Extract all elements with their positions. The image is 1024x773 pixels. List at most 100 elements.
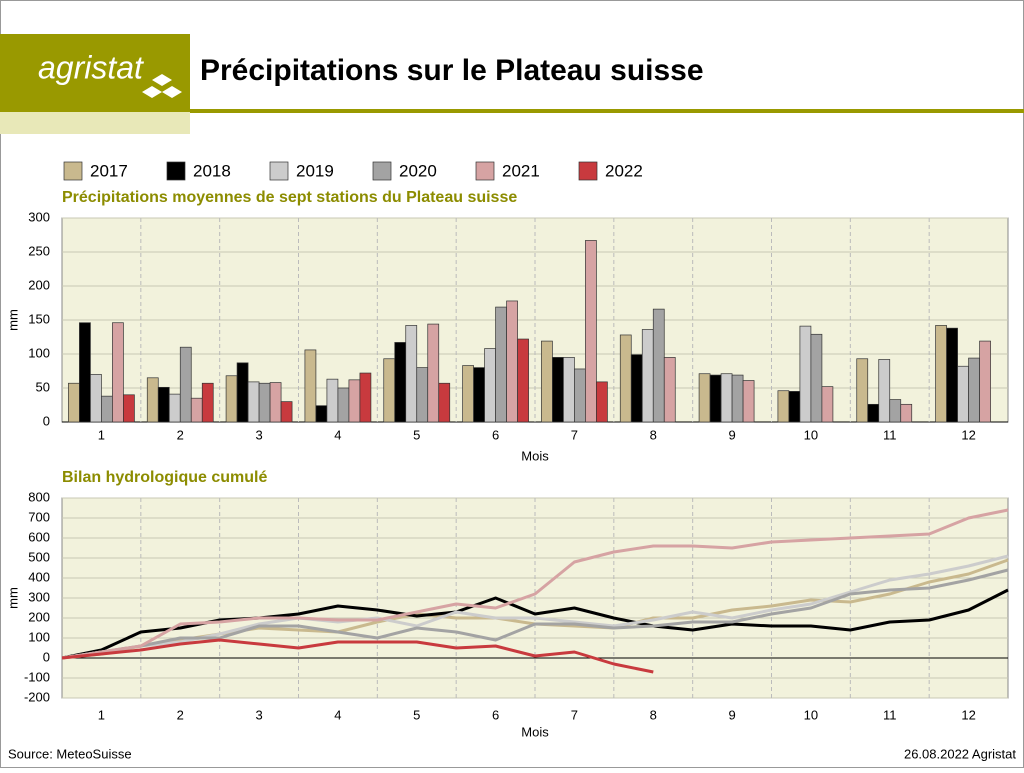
bar (304, 349, 317, 423)
bar (630, 354, 643, 423)
x-tick-label: 8 (650, 707, 657, 722)
bar (957, 365, 969, 423)
y-tick-label: 100 (28, 629, 50, 644)
y-tick-label: -200 (24, 689, 50, 704)
bar (112, 322, 124, 423)
bar (935, 325, 947, 423)
bar (427, 323, 440, 423)
y-tick-label: 50 (36, 379, 50, 394)
bar (709, 374, 722, 423)
bar (280, 401, 293, 423)
bar (720, 373, 733, 423)
bar (201, 382, 214, 423)
bar (190, 397, 203, 423)
y-tick-label: 200 (28, 277, 50, 292)
x-tick-label: 7 (571, 707, 578, 722)
y-tick-label: 400 (28, 569, 50, 584)
logo-icon (142, 74, 182, 98)
x-tick-label: 1 (98, 707, 105, 722)
bar (247, 381, 260, 423)
x-tick-label: 2 (177, 427, 184, 442)
page-title: Précipitations sur le Plateau suisse (200, 54, 704, 87)
bar (788, 391, 801, 423)
x-tick-label: 12 (961, 707, 975, 722)
y-tick-label: 250 (28, 243, 50, 258)
x-tick-label: 4 (334, 427, 341, 442)
bar (663, 357, 676, 423)
x-tick-label: 3 (255, 707, 262, 722)
bar (979, 340, 991, 423)
chart-title: Précipitations moyennes de sept stations… (62, 189, 517, 206)
bar (123, 394, 135, 423)
date: 26.08.2022 Agristat (904, 746, 1016, 761)
legend-label: 2021 (502, 161, 540, 180)
x-tick-label: 9 (728, 427, 735, 442)
x-tick-label: 12 (961, 427, 975, 442)
logo: agristat (38, 49, 144, 85)
bar (90, 374, 102, 423)
x-tick-label: 8 (650, 427, 657, 442)
bar (359, 372, 372, 423)
x-tick-label: 6 (492, 707, 499, 722)
x-tick-label: 7 (571, 427, 578, 442)
y-tick-label: 300 (28, 209, 50, 224)
bar (552, 357, 564, 423)
bar (946, 327, 958, 423)
x-tick-label: 10 (804, 427, 818, 442)
x-tick-label: 10 (804, 707, 818, 722)
legend-swatch (475, 161, 495, 181)
bar (146, 377, 159, 423)
y-axis-label: mm (5, 309, 20, 331)
y-tick-label: 300 (28, 589, 50, 604)
bar (495, 306, 507, 423)
legend-swatch (63, 161, 83, 181)
bar (596, 381, 608, 423)
bar (168, 393, 181, 423)
bar (157, 386, 170, 423)
bar (563, 357, 575, 423)
chart-title: Bilan hydrologique cumulé (62, 469, 267, 486)
bar (585, 240, 597, 423)
bar (506, 300, 518, 423)
bar (68, 382, 80, 423)
legend-label: 2019 (296, 161, 334, 180)
bar (652, 308, 665, 423)
bar (258, 382, 271, 423)
bar (799, 325, 812, 423)
bar (438, 382, 451, 423)
logo-strip (0, 112, 190, 134)
bar (867, 403, 880, 423)
y-tick-label: 0 (43, 413, 50, 428)
x-tick-label: 9 (728, 707, 735, 722)
bar (236, 362, 249, 423)
bar (416, 367, 429, 423)
bar (405, 325, 418, 423)
y-tick-label: 200 (28, 609, 50, 624)
x-tick-label: 6 (492, 427, 499, 442)
bar (777, 390, 790, 423)
legend-label: 2017 (90, 161, 128, 180)
y-tick-label: 600 (28, 529, 50, 544)
bar (383, 358, 396, 423)
y-tick-label: 150 (28, 311, 50, 326)
line (61, 588, 1009, 660)
logo-box (0, 34, 190, 112)
y-tick-label: 800 (28, 489, 50, 504)
legend-swatch (578, 161, 598, 181)
line (61, 554, 1009, 660)
y-axis-label: mm (5, 587, 20, 609)
x-axis-label: Mois (521, 448, 549, 463)
legend-label: 2018 (193, 161, 231, 180)
bar (856, 358, 869, 423)
bar (878, 359, 891, 423)
x-tick-label: 4 (334, 707, 341, 722)
legend-label: 2022 (605, 161, 643, 180)
bar (541, 340, 553, 423)
source: Source: MeteoSuisse (8, 746, 132, 761)
y-tick-label: -100 (24, 669, 50, 684)
bar (225, 375, 238, 423)
legend-label: 2020 (399, 161, 437, 180)
bar (619, 334, 632, 423)
x-tick-label: 2 (177, 707, 184, 722)
